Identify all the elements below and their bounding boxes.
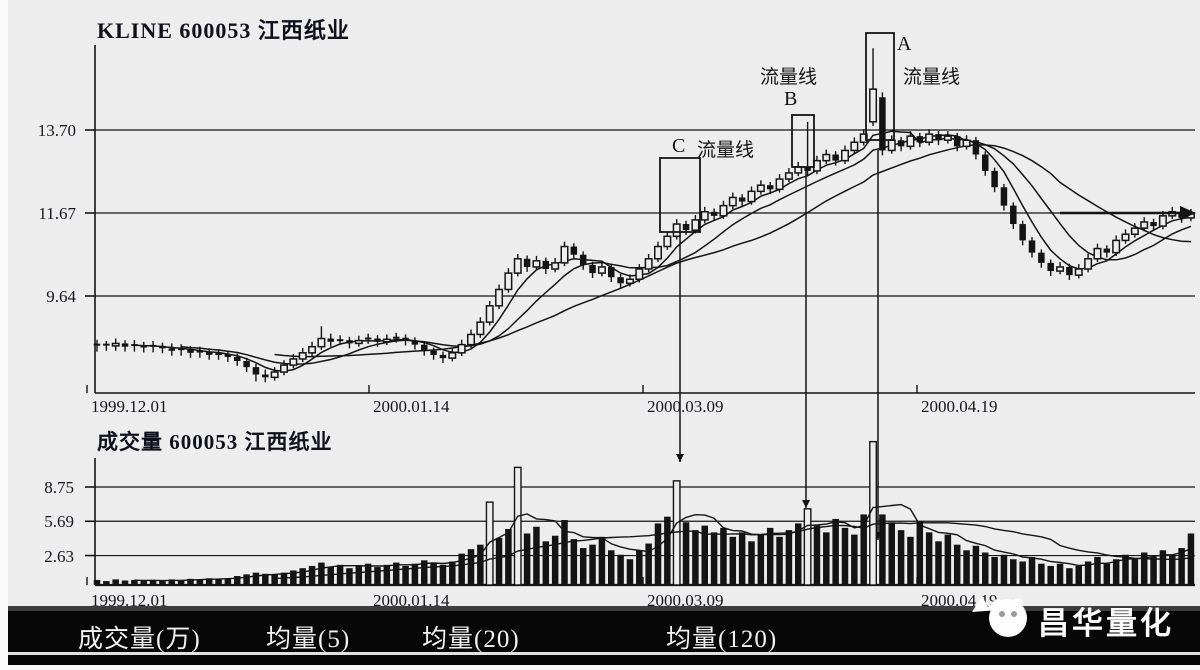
price-axis-label: 13.70	[37, 121, 76, 140]
legend-ma-volume-20[interactable]: 均量(20)	[422, 626, 520, 653]
legend-ma-volume-120[interactable]: 均量(120)	[666, 626, 778, 653]
annotation-b-letter: B	[784, 88, 798, 110]
left-edge	[0, 0, 8, 670]
kline-date-label: 2000.03.09	[647, 397, 724, 416]
legend-volume-wan[interactable]: 成交量(万)	[78, 626, 201, 653]
annotation-a-label: 流量线	[903, 67, 961, 88]
legend-ma-volume-5[interactable]: 均量(5)	[266, 626, 351, 653]
annotation-c-letter: C	[672, 135, 686, 157]
annotation-b-label: 流量线	[760, 67, 818, 88]
status-bar-top-stripe	[0, 606, 1200, 611]
price-axis-label: 11.67	[38, 204, 76, 223]
annotation-a-letter: A	[897, 33, 912, 55]
volume-date-label: 2000.01.14	[373, 591, 450, 610]
kline-date-label: 2000.01.14	[373, 397, 450, 416]
bottom-edge	[0, 665, 1200, 670]
volume-axis-label: 8.75	[44, 478, 74, 497]
volume-title: 成交量 600053 江西纸业	[97, 430, 333, 454]
price-axis-label: 9.64	[46, 287, 76, 306]
status-bar-divider	[0, 652, 1200, 655]
watermark-text: 昌华量化	[1038, 606, 1174, 641]
panda-logo-icon	[972, 596, 1027, 637]
volume-axis-label: 5.69	[44, 512, 74, 532]
kline-date-label: 2000.04.19	[921, 397, 998, 416]
status-bar: 成交量(万) 均量(5) 均量(20) 均量(120)	[0, 606, 1200, 665]
kline-date-label: 1999.12.01	[91, 397, 168, 416]
annotation-c-label: 流量线	[697, 140, 755, 161]
volume-date-label: 1999.12.01	[91, 591, 168, 610]
volume-date-label: 2000.03.09	[647, 591, 724, 610]
volume-axis-label: 2.63	[44, 546, 74, 566]
kline-title: KLINE 600053 江西纸业	[97, 18, 350, 43]
